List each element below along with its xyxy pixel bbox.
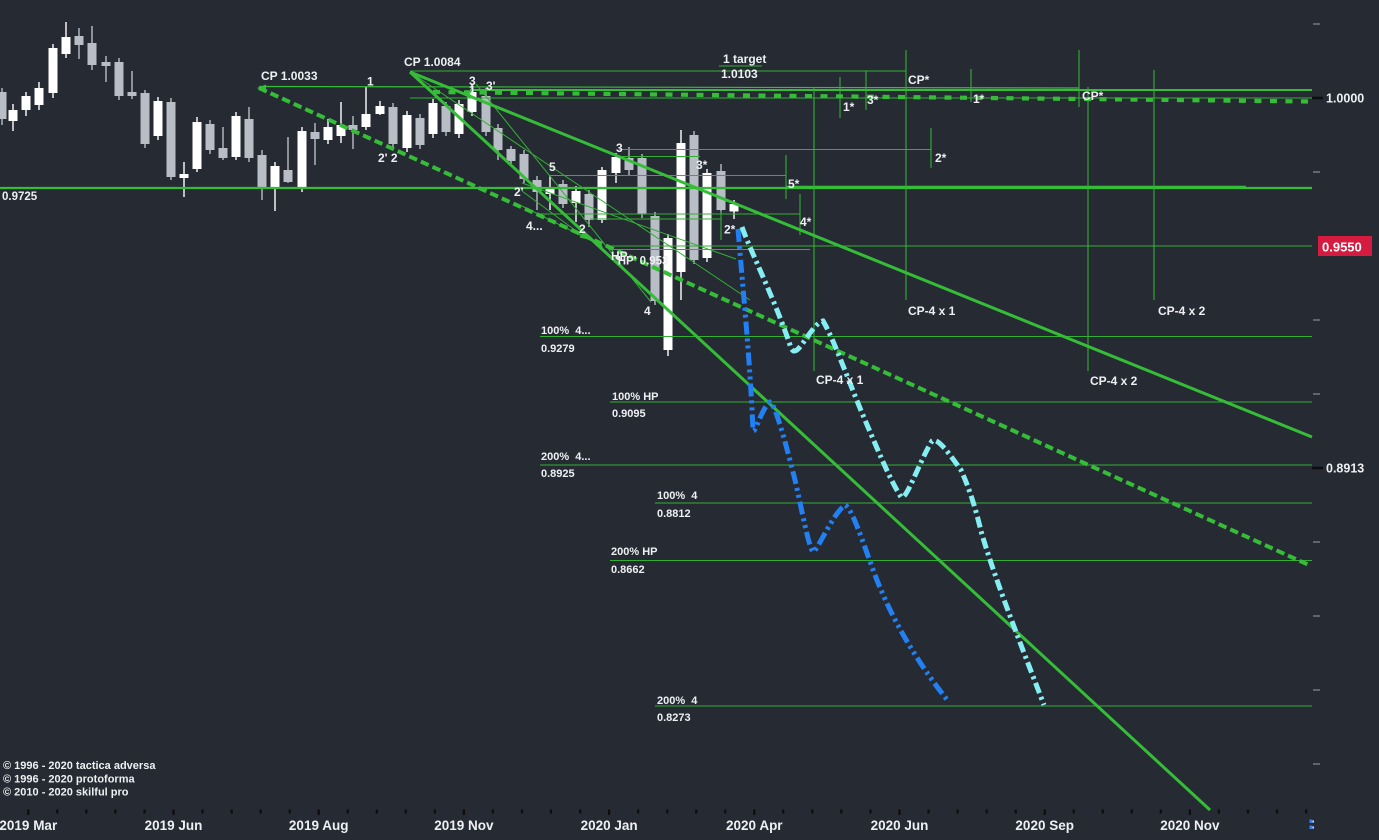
svg-text:2: 2: [579, 222, 586, 236]
svg-text:2*: 2*: [935, 151, 947, 165]
svg-text:2020 Jan: 2020 Jan: [581, 818, 638, 833]
svg-text:2019 Mar: 2019 Mar: [0, 818, 58, 833]
svg-text:CP*: CP*: [1082, 89, 1104, 103]
svg-text:1*: 1*: [843, 100, 855, 114]
svg-text:4: 4: [644, 304, 651, 318]
svg-text:2': 2': [514, 185, 524, 199]
svg-text:1.0103: 1.0103: [721, 67, 758, 81]
svg-text:100% HP: 100% HP: [612, 391, 658, 403]
svg-text:3: 3: [616, 141, 623, 155]
svg-text:0.9095: 0.9095: [612, 408, 646, 420]
svg-text:1: 1: [469, 83, 476, 97]
svg-text:200% 4: 200% 4: [657, 695, 698, 707]
svg-text:CP 1.0084: CP 1.0084: [404, 55, 461, 69]
svg-text:© 2010 - 2020 skilful pro: © 2010 - 2020 skilful pro: [3, 787, 129, 799]
svg-text:2020 Sep: 2020 Sep: [1015, 818, 1074, 833]
svg-text:2019 Jun: 2019 Jun: [145, 818, 203, 833]
svg-text:200% HP: 200% HP: [611, 546, 657, 558]
svg-text:200% 4...: 200% 4...: [541, 451, 591, 463]
svg-text:3*: 3*: [867, 93, 879, 107]
svg-text:4*: 4*: [800, 215, 812, 229]
svg-text:5*: 5*: [788, 177, 800, 191]
svg-text:1 target: 1 target: [723, 52, 766, 66]
svg-text:2' 2: 2' 2: [378, 151, 398, 165]
svg-text:'HP' 0.953: 'HP' 0.953: [615, 256, 668, 268]
svg-text:0.8273: 0.8273: [657, 712, 691, 724]
svg-text:4...: 4...: [526, 219, 543, 233]
svg-text:CP*: CP*: [908, 73, 930, 87]
svg-text:HP.: HP.: [611, 249, 629, 263]
svg-text:0.9725: 0.9725: [2, 191, 38, 203]
svg-text:1: 1: [367, 75, 374, 89]
svg-text:© 1996 - 2020 protoforma: © 1996 - 2020 protoforma: [3, 774, 135, 786]
svg-text:CP-4 x 1: CP-4 x 1: [908, 304, 956, 318]
svg-text:CP-4 x 2: CP-4 x 2: [1158, 304, 1206, 318]
svg-text:0.9279: 0.9279: [541, 343, 575, 355]
svg-text:0.8662: 0.8662: [611, 564, 645, 576]
svg-text:2*: 2*: [724, 223, 736, 237]
svg-text:2020 Jun: 2020 Jun: [871, 818, 929, 833]
svg-text:5: 5: [549, 160, 556, 174]
svg-text:3*: 3*: [696, 158, 708, 172]
svg-text:CP 1.0033: CP 1.0033: [261, 69, 318, 83]
svg-text:2020 Nov: 2020 Nov: [1160, 818, 1220, 833]
svg-text:3: 3: [469, 74, 476, 88]
svg-text:1.0000: 1.0000: [1326, 92, 1364, 106]
svg-text:0.8812: 0.8812: [657, 508, 691, 520]
svg-text:2020 Apr: 2020 Apr: [726, 818, 783, 833]
svg-text:0.8925: 0.8925: [541, 468, 575, 480]
svg-text:2019 Nov: 2019 Nov: [434, 818, 494, 833]
svg-text:0.9550: 0.9550: [1322, 240, 1362, 255]
svg-text:© 1996 - 2020 tactica adversa: © 1996 - 2020 tactica adversa: [3, 760, 156, 772]
svg-text:100% 4: 100% 4: [657, 490, 698, 502]
svg-text:0.8913: 0.8913: [1326, 462, 1364, 476]
svg-text:CP-4 x 2: CP-4 x 2: [1090, 374, 1138, 388]
svg-text:1*: 1*: [973, 92, 985, 106]
svg-text:CP-4 x 1: CP-4 x 1: [816, 373, 864, 387]
svg-text:3': 3': [486, 79, 496, 93]
svg-text:100% 4...: 100% 4...: [541, 325, 591, 337]
svg-text:2019 Aug: 2019 Aug: [289, 818, 349, 833]
